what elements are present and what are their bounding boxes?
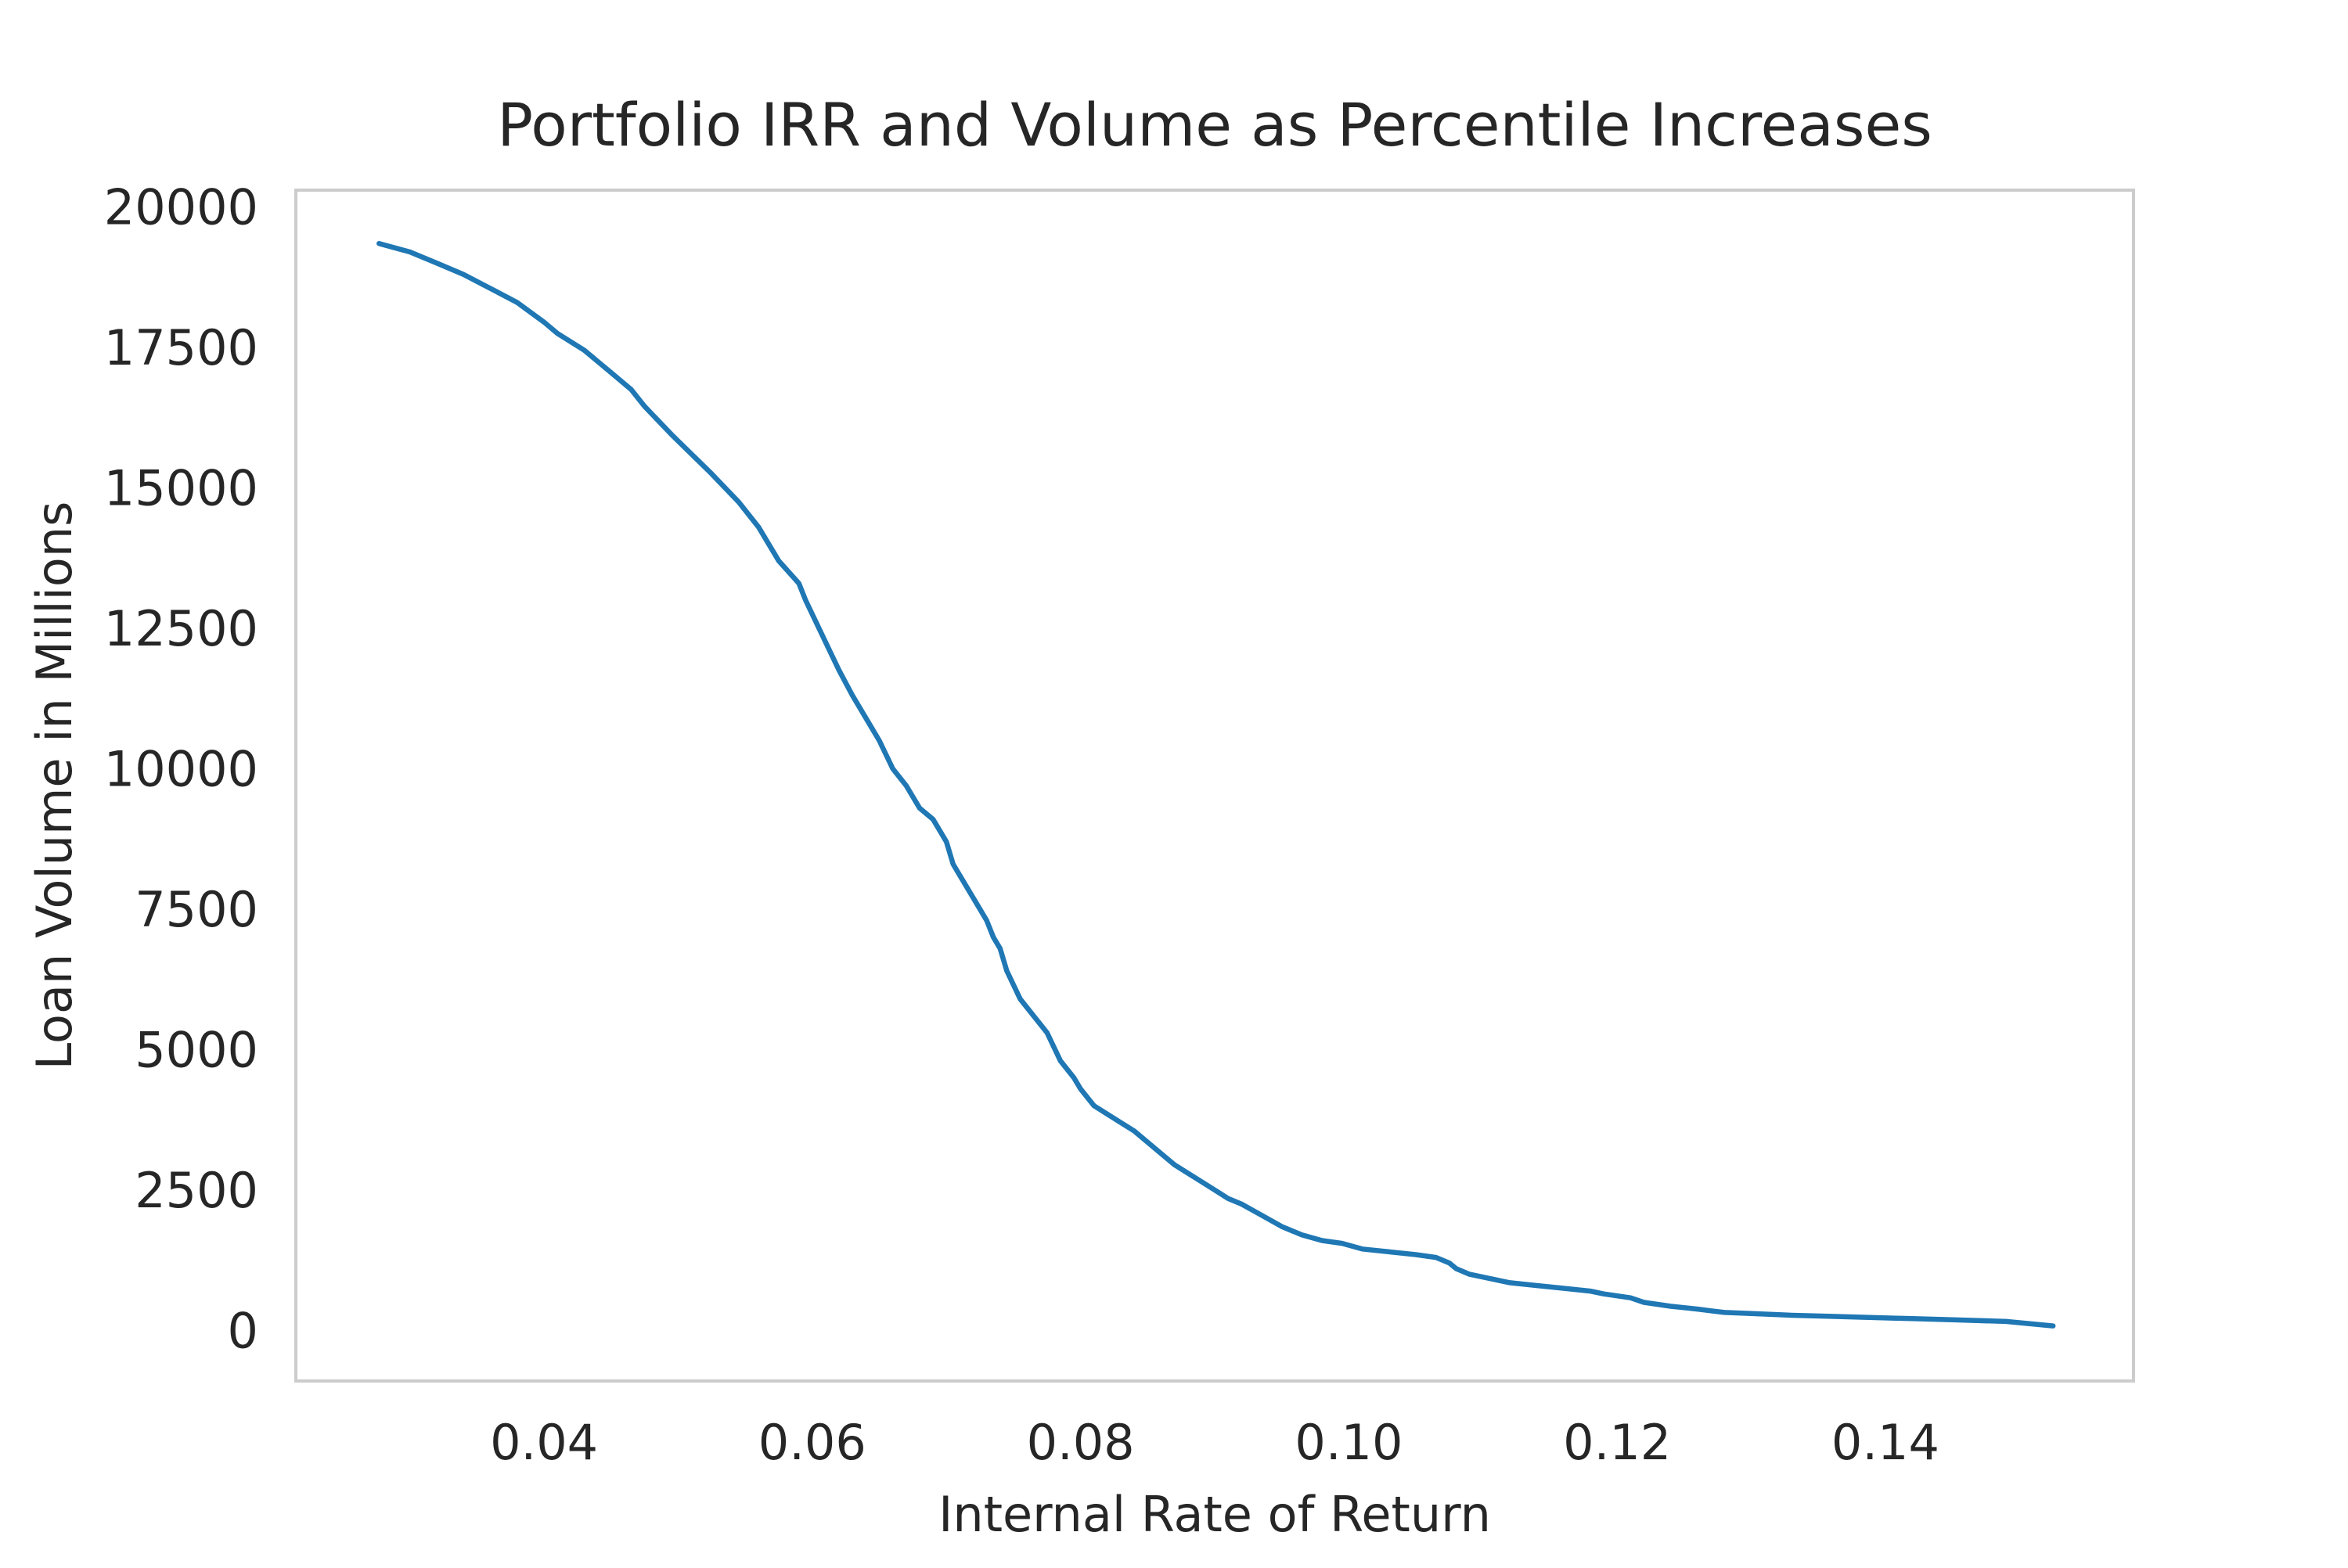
x-tick-label: 0.12 <box>1563 1414 1671 1471</box>
x-tick-label: 0.04 <box>490 1414 598 1471</box>
y-tick-label: 0 <box>228 1302 258 1359</box>
chart-title: Portfolio IRR and Volume as Percentile I… <box>497 90 1932 160</box>
y-tick-label: 10000 <box>104 741 258 798</box>
plot-frame <box>294 189 2135 1383</box>
y-axis-label: Loan Volume in Millions <box>26 502 83 1070</box>
y-tick-label: 20000 <box>104 179 258 236</box>
x-tick-label: 0.08 <box>1027 1414 1135 1471</box>
x-tick-labels: 0.04 0.06 0.08 0.10 0.12 0.14 <box>490 1414 1939 1471</box>
y-tick-label: 12500 <box>104 600 258 657</box>
x-axis-label: Internal Rate of Return <box>938 1486 1491 1543</box>
x-tick-label: 0.06 <box>758 1414 866 1471</box>
y-tick-labels: 0 2500 5000 7500 10000 12500 15000 17500 20000 <box>104 179 258 1360</box>
y-tick-label: 17500 <box>104 319 258 376</box>
y-tick-label: 5000 <box>135 1021 258 1078</box>
y-tick-label: 15000 <box>104 460 258 517</box>
y-tick-label: 2500 <box>135 1162 258 1219</box>
series-line <box>376 240 2056 1329</box>
x-tick-label: 0.10 <box>1295 1414 1403 1471</box>
y-tick-label: 7500 <box>135 881 258 938</box>
x-tick-label: 0.14 <box>1831 1414 1939 1471</box>
